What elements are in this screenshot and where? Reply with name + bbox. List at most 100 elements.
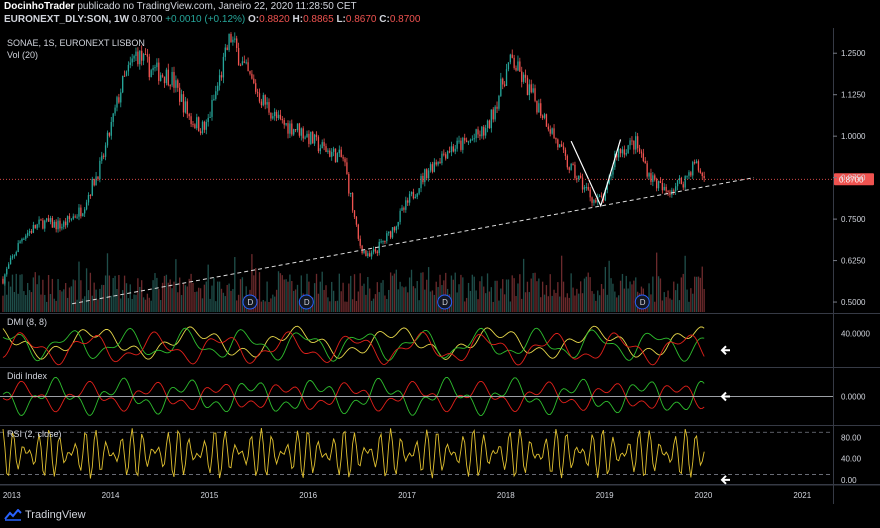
candle-body[interactable] — [287, 123, 289, 134]
candle-body[interactable] — [258, 93, 261, 102]
candle-body[interactable] — [281, 119, 283, 121]
candle-body[interactable] — [30, 231, 33, 233]
candle-body[interactable] — [154, 67, 156, 69]
candle-body[interactable] — [291, 123, 293, 135]
candle-body[interactable] — [289, 123, 291, 134]
candle-body[interactable] — [699, 170, 702, 173]
candle-body[interactable] — [268, 102, 270, 113]
candle-body[interactable] — [479, 134, 481, 137]
candle-body[interactable] — [340, 149, 342, 158]
candle-body[interactable] — [49, 218, 52, 222]
candle-body[interactable] — [331, 151, 333, 157]
candle-body[interactable] — [59, 220, 61, 229]
candle-body[interactable] — [198, 117, 200, 132]
candle-body[interactable] — [378, 241, 380, 254]
candle-body[interactable] — [393, 227, 396, 231]
candle-body[interactable] — [253, 78, 255, 84]
candle-body[interactable] — [110, 121, 112, 136]
candle-body[interactable] — [528, 84, 531, 95]
candle-body[interactable] — [589, 189, 591, 198]
candle-body[interactable] — [370, 252, 373, 257]
candle-body[interactable] — [389, 231, 392, 238]
dividend-marker-icon[interactable] — [242, 294, 258, 310]
candle-body[interactable] — [509, 54, 512, 63]
candle-body[interactable] — [629, 140, 631, 146]
candle-body[interactable] — [439, 161, 441, 164]
candle-body[interactable] — [74, 216, 76, 218]
candle-body[interactable] — [251, 73, 253, 79]
candle-body[interactable] — [446, 151, 449, 159]
candle-body[interactable] — [334, 148, 337, 163]
candle-body[interactable] — [591, 197, 593, 203]
candle-body[interactable] — [19, 241, 21, 244]
candle-body[interactable] — [327, 150, 329, 153]
candle-body[interactable] — [329, 150, 331, 157]
candle-body[interactable] — [336, 153, 339, 163]
candle-body[interactable] — [188, 114, 190, 117]
candle-body[interactable] — [158, 62, 160, 81]
candle-body[interactable] — [135, 51, 137, 57]
candle-body[interactable] — [610, 174, 612, 177]
candle-body[interactable] — [175, 80, 177, 88]
candle-body[interactable] — [471, 139, 473, 141]
tradingview-logo-icon[interactable] — [4, 509, 22, 521]
candle-body[interactable] — [574, 164, 576, 179]
candle-body[interactable] — [277, 114, 280, 118]
tradingview-brand[interactable]: TradingView — [25, 509, 86, 521]
candle-body[interactable] — [625, 152, 627, 155]
candle-body[interactable] — [441, 153, 443, 164]
candle-body[interactable] — [682, 184, 684, 188]
candle-body[interactable] — [553, 128, 555, 138]
candle-body[interactable] — [640, 151, 643, 154]
candle-body[interactable] — [226, 47, 228, 51]
candle-body[interactable] — [697, 161, 700, 171]
candle-body[interactable] — [131, 58, 133, 63]
candle-body[interactable] — [308, 133, 310, 144]
candle-body[interactable] — [17, 243, 19, 253]
candle-body[interactable] — [526, 77, 529, 95]
candle-body[interactable] — [228, 33, 230, 51]
candle-body[interactable] — [593, 200, 595, 203]
candle-body[interactable] — [108, 132, 111, 136]
candle-body[interactable] — [95, 176, 97, 186]
candle-body[interactable] — [621, 149, 624, 154]
candle-body[interactable] — [462, 137, 464, 150]
candle-body[interactable] — [534, 88, 536, 101]
candle-body[interactable] — [458, 140, 460, 142]
candle-body[interactable] — [190, 116, 192, 125]
candle-body[interactable] — [6, 268, 8, 275]
candle-body[interactable] — [555, 137, 557, 140]
candle-body[interactable] — [23, 238, 25, 240]
candle-body[interactable] — [703, 176, 705, 179]
candle-body[interactable] — [536, 100, 538, 113]
candle-body[interactable] — [163, 76, 166, 84]
candle-body[interactable] — [659, 181, 662, 184]
candle-body[interactable] — [101, 155, 103, 161]
candle-body[interactable] — [51, 218, 54, 228]
candle-body[interactable] — [11, 256, 14, 258]
candle-body[interactable] — [595, 200, 597, 203]
candle-body[interactable] — [380, 241, 382, 243]
candle-body[interactable] — [304, 137, 306, 139]
author-name[interactable]: DocinhoTrader — [4, 1, 75, 12]
candle-body[interactable] — [469, 139, 472, 142]
candle-body[interactable] — [426, 169, 428, 179]
candle-body[interactable] — [551, 128, 553, 134]
candle-body[interactable] — [338, 149, 340, 154]
candle-body[interactable] — [150, 70, 152, 78]
candle-body[interactable] — [169, 85, 171, 87]
candlestick-series[interactable] — [2, 32, 705, 286]
candle-body[interactable] — [217, 85, 219, 92]
candle-body[interactable] — [207, 117, 209, 122]
candle-body[interactable] — [669, 191, 671, 195]
candle-body[interactable] — [500, 78, 502, 96]
candle-body[interactable] — [386, 233, 388, 242]
candle-body[interactable] — [530, 84, 532, 93]
candle-body[interactable] — [44, 220, 46, 229]
candle-body[interactable] — [564, 149, 567, 157]
candle-body[interactable] — [676, 180, 679, 187]
candle-body[interactable] — [431, 164, 434, 172]
candle-body[interactable] — [351, 192, 354, 211]
candle-body[interactable] — [106, 132, 109, 146]
candle-body[interactable] — [657, 181, 660, 189]
